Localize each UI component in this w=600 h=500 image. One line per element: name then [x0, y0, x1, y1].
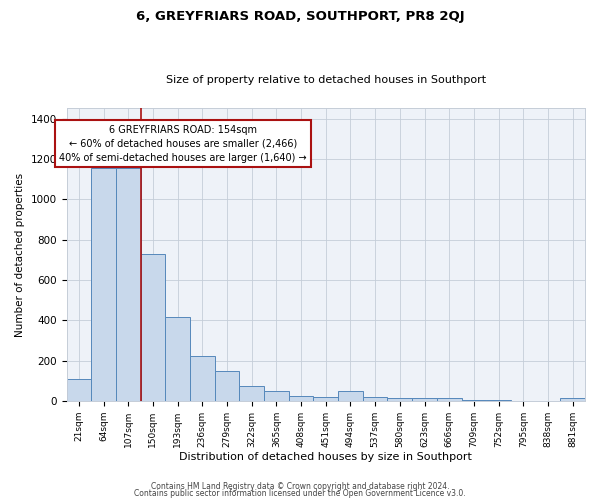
- Bar: [437, 398, 461, 401]
- Bar: [313, 397, 338, 401]
- Bar: [363, 397, 388, 401]
- Bar: [140, 254, 165, 401]
- Bar: [486, 400, 511, 401]
- Bar: [388, 398, 412, 401]
- Bar: [190, 356, 215, 401]
- Text: Contains public sector information licensed under the Open Government Licence v3: Contains public sector information licen…: [134, 488, 466, 498]
- Bar: [239, 386, 264, 401]
- X-axis label: Distribution of detached houses by size in Southport: Distribution of detached houses by size …: [179, 452, 472, 462]
- Bar: [412, 398, 437, 401]
- Bar: [289, 396, 313, 401]
- Text: 6, GREYFRIARS ROAD, SOUTHPORT, PR8 2QJ: 6, GREYFRIARS ROAD, SOUTHPORT, PR8 2QJ: [136, 10, 464, 23]
- Text: 6 GREYFRIARS ROAD: 154sqm
← 60% of detached houses are smaller (2,466)
40% of se: 6 GREYFRIARS ROAD: 154sqm ← 60% of detac…: [59, 124, 307, 162]
- Bar: [215, 371, 239, 401]
- Title: Size of property relative to detached houses in Southport: Size of property relative to detached ho…: [166, 76, 486, 86]
- Y-axis label: Number of detached properties: Number of detached properties: [15, 172, 25, 336]
- Bar: [338, 391, 363, 401]
- Bar: [165, 317, 190, 401]
- Bar: [116, 168, 140, 401]
- Bar: [461, 400, 486, 401]
- Bar: [264, 391, 289, 401]
- Text: Contains HM Land Registry data © Crown copyright and database right 2024.: Contains HM Land Registry data © Crown c…: [151, 482, 449, 491]
- Bar: [67, 380, 91, 401]
- Bar: [91, 168, 116, 401]
- Bar: [560, 398, 585, 401]
